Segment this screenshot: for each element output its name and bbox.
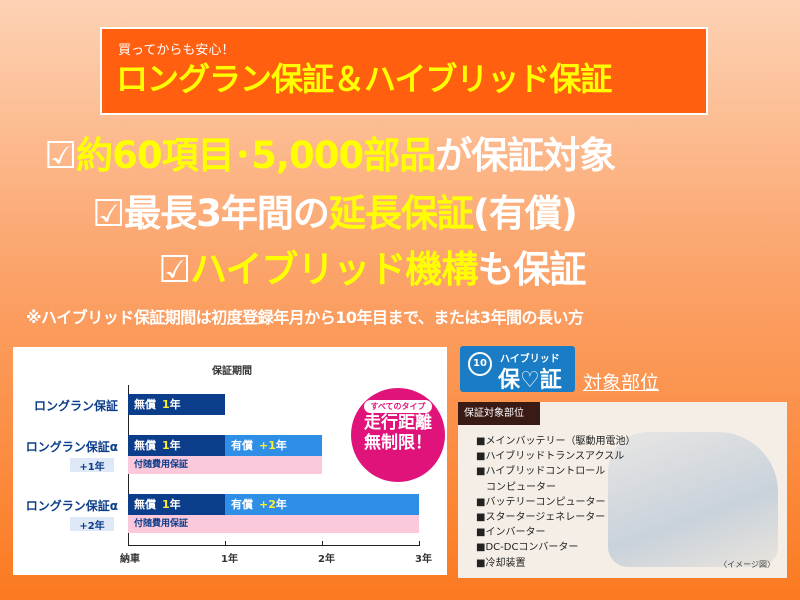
segment-text: 無償 — [134, 498, 156, 511]
point-2: ☑最長3年間の延長保証(有償) — [92, 192, 732, 236]
point-text: も保証 — [477, 248, 586, 291]
checkbox-icon: ☑ — [158, 248, 191, 291]
point-text: 最長3年間の — [124, 192, 330, 235]
bar-segment: 無償 1年 — [128, 435, 225, 456]
x-tick — [322, 541, 323, 546]
chart-title: 保証期間 — [212, 366, 252, 377]
x-axis — [128, 545, 420, 546]
segment-text: 有償 — [231, 439, 253, 452]
x-tick-label: 納車 — [120, 554, 140, 565]
row-label: ロングラン保証α — [25, 499, 118, 513]
header-banner: 買ってからも安心！ ロングラン保証＆ハイブリッド保証 — [100, 27, 708, 115]
segment-num: +2 — [259, 498, 276, 511]
row-sublabel: +2年 — [70, 517, 114, 532]
segment-text: 無償 — [134, 398, 156, 411]
segment-num: +1 — [259, 439, 276, 452]
segment-unit: 年 — [275, 439, 287, 452]
parts-box-tab: 保証対象部位 — [458, 402, 540, 425]
parts-list: ■メインバッテリー（駆動用電池） ■ハイブリッドトランスアクスル ■ハイブリッドコン… — [476, 434, 666, 571]
image-caption: 〈イメージ図〉 — [719, 560, 775, 569]
bar-segment: 無償 1年 — [128, 394, 225, 415]
header-title: ロングラン保証＆ハイブリッド保証 — [116, 60, 612, 98]
parts-list-item: ■インバーター — [476, 527, 546, 539]
logo-bottom-text: 保♡証 — [498, 368, 562, 393]
row-label: ロングラン保証α — [25, 440, 118, 454]
parts-box: 保証対象部位 ■メインバッテリー（駆動用電池） ■ハイブリッドトランスアクスル ■ハ… — [458, 402, 787, 578]
badge-line2: 無制限！ — [364, 433, 432, 453]
segment-text: 有償 — [231, 498, 253, 511]
badge-pill: すべてのタイプ — [364, 400, 432, 413]
segment-unit: 年 — [169, 498, 181, 511]
point-text: (有償) — [472, 192, 578, 235]
checkbox-icon: ☑ — [92, 192, 125, 235]
segment-num: 1 — [162, 439, 170, 452]
point-highlight: ハイブリッド機構 — [190, 248, 478, 291]
parts-list-item: ■冷却装置 — [476, 557, 526, 569]
point-1: ☑約60項目･5,000部品が保証対象 — [44, 134, 764, 178]
segment-num: 1 — [162, 398, 170, 411]
parts-list-item: ■ハイブリッドコントロール — [476, 466, 606, 478]
badge-line1: 走行距離 — [364, 413, 432, 433]
segment-unit: 年 — [169, 398, 181, 411]
car-illustration — [608, 432, 778, 567]
segment-text: 無償 — [134, 439, 156, 452]
point-text: が保証対象 — [435, 134, 616, 177]
parts-list-item: ■ハイブリッドトランスアクスル — [476, 451, 625, 463]
row-sublabel: +1年 — [70, 458, 114, 473]
parts-list-item: コンピューター — [476, 481, 556, 493]
parts-list-item: ■バッテリーコンピューター — [476, 496, 606, 508]
x-tick — [225, 541, 226, 546]
bar-segment: 有償 +2年 — [225, 494, 419, 515]
header-subtitle: 買ってからも安心！ — [118, 43, 235, 58]
ancillary-cost-bar: 付随費用保証 — [128, 456, 322, 474]
parts-list-item: ■DC-DCコンバーター — [476, 542, 579, 554]
point-highlight: 延長保証 — [328, 192, 474, 235]
checkbox-icon: ☑ — [44, 134, 77, 177]
point-3: ☑ハイブリッド機構も保証 — [158, 248, 658, 292]
segment-num: 1 — [162, 498, 170, 511]
x-tick-label: 1年 — [221, 554, 238, 565]
bar-segment: 無償 1年 — [128, 494, 225, 515]
segment-unit: 年 — [169, 439, 181, 452]
x-tick-label: 2年 — [318, 554, 335, 565]
x-tick — [419, 541, 420, 546]
hybrid-warranty-logo: 10 ハイブリッド 保♡証 — [460, 346, 575, 393]
footnote: ※ハイブリッド保証期間は初度登録年月から10年目まで、または3年間の長い方 — [26, 308, 584, 327]
parts-list-item: ■メインバッテリー（駆動用電池） — [476, 436, 636, 447]
target-parts-link[interactable]: 対象部位 — [583, 372, 660, 394]
x-tick-label: 3年 — [415, 554, 432, 565]
row-label: ロングラン保証 — [33, 399, 118, 413]
bar-segment: 有償 +1年 — [225, 435, 322, 456]
parts-list-item: ■スタータージェネレーター — [476, 512, 606, 524]
ancillary-cost-bar: 付随費用保証 — [128, 515, 419, 533]
segment-unit: 年 — [275, 498, 287, 511]
ribbon-award-icon: 10 — [468, 352, 492, 376]
mileage-unlimited-badge: すべてのタイプ 走行距離 無制限！ — [351, 388, 445, 482]
logo-top-text: ハイブリッド — [500, 354, 560, 365]
point-highlight: 約60項目･5,000部品 — [76, 134, 436, 177]
